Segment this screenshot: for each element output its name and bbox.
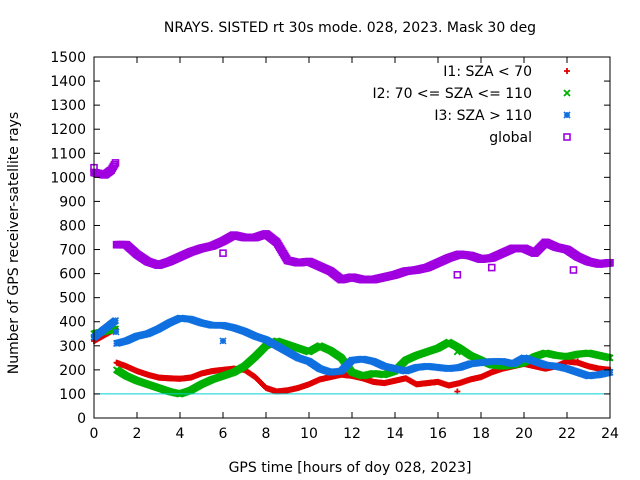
data-point	[111, 159, 120, 167]
legend-label: I2: 70 <= SZA <= 110	[372, 86, 532, 102]
legend-label: I3: SZA > 110	[434, 108, 532, 124]
y-tick-label: 0	[77, 411, 86, 427]
y-tick-label: 1200	[50, 122, 86, 138]
series-3	[90, 314, 614, 380]
outlier-point	[219, 249, 227, 257]
legend-marker	[563, 111, 571, 119]
x-axis-label: GPS time [hours of doy 028, 2023]	[229, 460, 472, 476]
y-tick-label: 600	[59, 267, 86, 283]
y-tick-label: 100	[59, 387, 86, 403]
y-tick-label: 1500	[50, 50, 86, 66]
y-axis-label: Number of GPS receiver-satellite rays	[6, 112, 22, 374]
legend-label: I1: SZA < 70	[443, 64, 532, 80]
x-tick-label: 22	[558, 426, 576, 442]
y-tick-label: 1000	[50, 170, 86, 186]
legend-marker	[563, 89, 571, 97]
chart-title: NRAYS. SISTED rt 30s mode. 028, 2023. Ma…	[164, 20, 536, 36]
legend-marker	[563, 133, 571, 141]
x-tick-label: 24	[601, 426, 619, 442]
outlier-point	[569, 266, 578, 274]
y-tick-label: 1300	[50, 98, 86, 114]
x-tick-label: 8	[262, 426, 271, 442]
y-tick-label: 1100	[50, 146, 86, 162]
x-tick-label: 0	[90, 426, 99, 442]
y-tick-label: 900	[59, 194, 86, 210]
series-4	[90, 159, 614, 284]
outlier-point	[487, 263, 496, 272]
y-tick-label: 1400	[50, 74, 86, 90]
y-tick-label: 200	[59, 363, 86, 379]
y-tick-label: 300	[59, 339, 86, 355]
x-tick-label: 2	[133, 426, 142, 442]
outlier-point	[453, 348, 461, 356]
y-tick-label: 400	[59, 315, 86, 331]
data-point	[111, 316, 120, 325]
x-tick-label: 4	[176, 426, 185, 442]
legend: I1: SZA < 70 I2: 70 <= SZA <= 110 I3: SZA …	[372, 64, 571, 146]
x-tick-label: 20	[515, 426, 533, 442]
y-tick-label: 500	[59, 291, 86, 307]
data-point	[112, 328, 120, 336]
x-tick-label: 18	[472, 426, 490, 442]
series-layer	[90, 159, 614, 398]
axes-layer: 0 2 4 6 8 10 12 14 16 18 20 22 240100200300400500600…	[50, 50, 619, 442]
outlier-point	[574, 358, 581, 365]
y-tick-label: 800	[59, 218, 86, 234]
outlier-point	[453, 271, 462, 279]
data-point	[110, 160, 119, 169]
outlier-point	[219, 337, 227, 345]
x-tick-label: 16	[429, 426, 447, 442]
x-tick-label: 6	[219, 426, 228, 442]
x-tick-label: 14	[386, 426, 404, 442]
legend-label: global	[489, 130, 532, 146]
x-tick-label: 10	[300, 426, 318, 442]
x-tick-label: 12	[343, 426, 361, 442]
legend-marker	[564, 68, 570, 74]
y-tick-label: 700	[59, 243, 86, 259]
